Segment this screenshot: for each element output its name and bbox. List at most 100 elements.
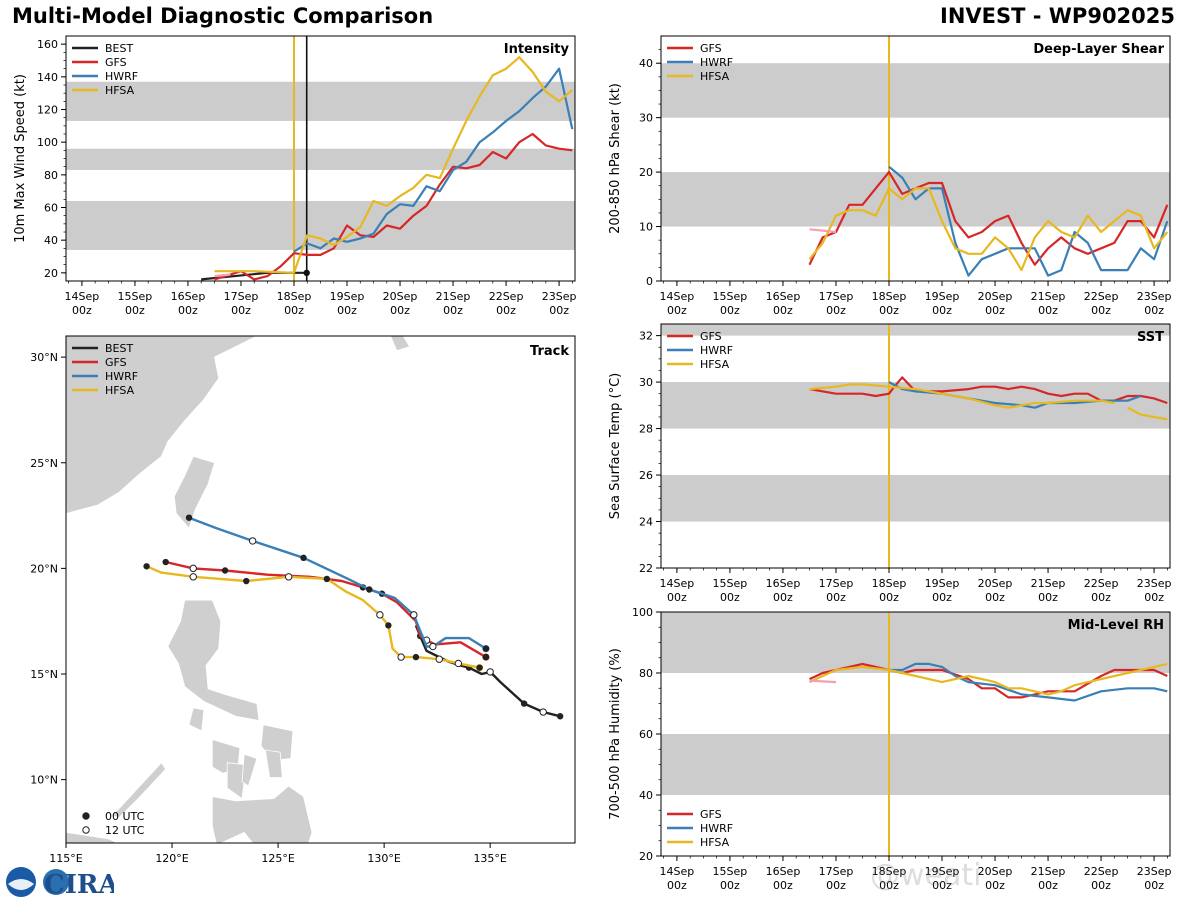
intensity-ytick-label: 100: [37, 136, 58, 149]
intensity-legend-label-hwrf: HWRF: [105, 70, 138, 83]
shear-ytick-label: 10: [639, 221, 653, 234]
rh-ytick-label: 40: [639, 789, 653, 802]
rh-xtick-label: 18Sep: [872, 865, 907, 878]
page-title: Multi-Model Diagnostic Comparison: [12, 4, 434, 28]
rh-xtick-label: 14Sep: [660, 865, 695, 878]
sst-ytick-label: 26: [639, 469, 653, 482]
luzon: [167, 599, 260, 721]
sst-xtick-label: 16Sep: [766, 577, 801, 590]
sst-line-hfsa: [809, 383, 1115, 409]
intensity-xtick-label: 20Sep: [383, 290, 418, 303]
track-xtick-label: 135°E: [473, 852, 506, 865]
intensity-xtick-hour: 00z: [284, 304, 304, 317]
intensity-legend-label-gfs: GFS: [105, 56, 127, 69]
intensity-xtick-hour: 00z: [231, 304, 251, 317]
shear-line-hwrf: [888, 165, 1169, 277]
shear-xtick-hour: 00z: [879, 304, 899, 317]
rh-xtick-label: 16Sep: [766, 865, 801, 878]
intensity-shade-band: [66, 200, 575, 250]
sst-xtick-label: 18Sep: [872, 577, 907, 590]
track-ytick-label: 15°N: [30, 668, 58, 681]
shear-xtick-label: 14Sep: [660, 290, 695, 303]
sst-legend-label-hfsa: HFSA: [700, 358, 730, 371]
shear-xtick-label: 23Sep: [1137, 290, 1172, 303]
rh-xtick-hour: 00z: [1038, 879, 1058, 892]
sst-xtick-label: 17Sep: [819, 577, 854, 590]
track-line-hwrf: [188, 516, 487, 650]
intensity-xtick-label: 14Sep: [65, 290, 100, 303]
sst-xtick-hour: 00z: [985, 591, 1005, 604]
track-marker-00utc: [243, 577, 250, 585]
intensity-line-gfs: [214, 132, 573, 281]
sst-xtick-label: 14Sep: [660, 577, 695, 590]
intensity-xtick-label: 15Sep: [118, 290, 153, 303]
track-legend-label-best: BEST: [105, 342, 133, 355]
intensity-xtick-label: 19Sep: [330, 290, 365, 303]
rh-xtick-hour: 00z: [720, 879, 740, 892]
rh-xtick-label: 19Sep: [925, 865, 960, 878]
rh-shade-band: [661, 734, 1170, 795]
sst-xtick-hour: 00z: [667, 591, 687, 604]
rh-xtick-label: 21Sep: [1031, 865, 1066, 878]
track-legend-marker: [82, 826, 90, 834]
shear-series-group: [808, 165, 1169, 277]
rh-xtick-hour: 00z: [932, 879, 952, 892]
shear-xtick-hour: 00z: [1038, 304, 1058, 317]
china-coast: [66, 336, 258, 514]
track-marker-12utc: [486, 668, 494, 676]
track-frame: [65, 335, 576, 844]
shear-xtick-hour: 00z: [1091, 304, 1111, 317]
track-lines: [143, 514, 564, 720]
track-title: Track: [530, 344, 569, 359]
track-ytick-label: 20°N: [30, 562, 58, 575]
intensity-xtick-label: 22Sep: [489, 290, 524, 303]
rh-series-group: [809, 662, 1168, 702]
intensity-xtick-hour: 00z: [337, 304, 357, 317]
storm-id: INVEST - WP902025: [940, 4, 1175, 28]
shear-shade-band: [661, 63, 1170, 118]
shear-ytick-label: 30: [639, 112, 653, 125]
sst-xtick-label: 15Sep: [713, 577, 748, 590]
rh-ylabel: 700-500 hPa Humidity (%): [608, 648, 623, 820]
intensity-series-group: [201, 56, 574, 281]
track-marker-00utc: [366, 586, 373, 593]
rh-xtick-hour: 00z: [879, 879, 899, 892]
shear-title: Deep-Layer Shear: [1033, 42, 1164, 57]
rh-line-gfs: [809, 662, 1168, 699]
rh-legend-label-hwrf: HWRF: [700, 822, 733, 835]
track-xtick-label: 130°E: [367, 852, 400, 865]
rh-xtick-hour: 00z: [773, 879, 793, 892]
track-marker-12utc: [189, 573, 197, 581]
intensity-ytick-label: 40: [44, 234, 58, 247]
intensity-panel: 2040608010012014016014Sep00z15Sep00z16Se…: [13, 35, 577, 317]
intensity-legend-label-hfsa: HFSA: [105, 84, 135, 97]
shear-legend-label-hfsa: HFSA: [700, 70, 730, 83]
intensity-xtick-label: 23Sep: [542, 290, 577, 303]
rh-ytick-label: 80: [639, 667, 653, 680]
shear-xtick-hour: 00z: [667, 304, 687, 317]
shear-xtick-hour: 00z: [1144, 304, 1164, 317]
intensity-title: Intensity: [504, 42, 570, 57]
intensity-ytick-label: 80: [44, 169, 58, 182]
mindoro: [188, 707, 205, 732]
rh-xtick-hour: 00z: [1091, 879, 1111, 892]
sst-ylabel: Sea Surface Temp (°C): [608, 373, 623, 520]
track-legend-marker-label: 00 UTC: [105, 810, 145, 823]
land-masses: [66, 336, 411, 843]
sst-xtick-hour: 00z: [1144, 591, 1164, 604]
shear-line-gfs: [808, 171, 1169, 266]
intensity-xtick-hour: 00z: [125, 304, 145, 317]
intensity-shade-band: [66, 81, 575, 121]
intensity-ytick-label: 140: [37, 71, 58, 84]
intensity-ytick-label: 60: [44, 202, 58, 215]
track-marker-00utc: [482, 653, 490, 661]
intensity-ytick-label: 20: [44, 267, 58, 280]
shear-line-hfsa: [808, 187, 1169, 272]
sst-xtick-hour: 00z: [879, 591, 899, 604]
sst-series-group: [809, 376, 1168, 421]
track-legend-label-gfs: GFS: [105, 356, 127, 369]
noaa-cira-logo: CIRA: [6, 867, 119, 900]
shear-ylabel: 200-850 hPa Shear (kt): [608, 83, 623, 234]
sst-ytick-label: 24: [639, 516, 653, 529]
track-line-hfsa: [146, 565, 480, 669]
